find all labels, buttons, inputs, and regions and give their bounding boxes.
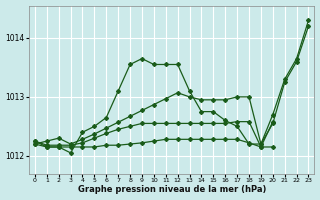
X-axis label: Graphe pression niveau de la mer (hPa): Graphe pression niveau de la mer (hPa) bbox=[77, 185, 266, 194]
